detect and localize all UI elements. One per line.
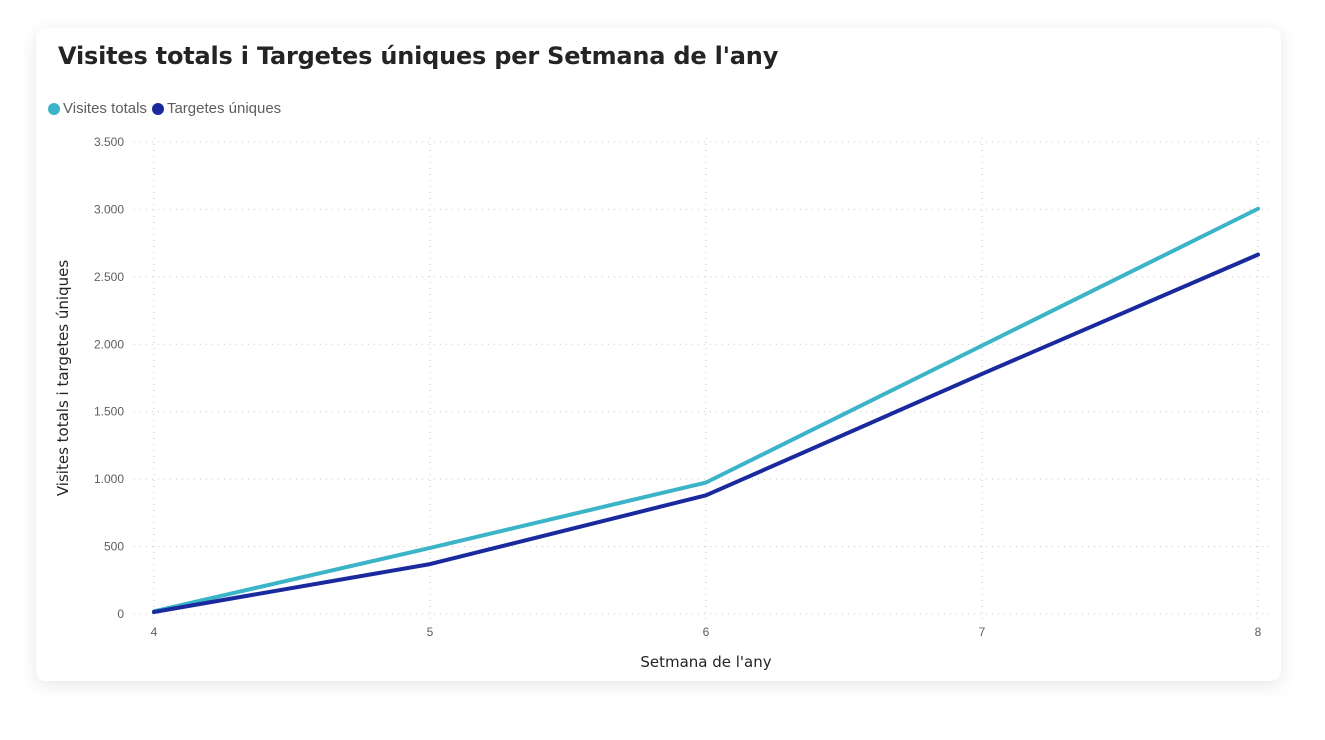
legend-dot-icon <box>48 102 60 115</box>
x-tick-label: 8 <box>1255 625 1262 639</box>
x-tick-label: 6 <box>703 625 710 639</box>
y-tick-label: 1.500 <box>94 405 124 419</box>
legend-label: Targetes úniques <box>166 100 282 117</box>
y-tick-label: 1.000 <box>94 472 124 486</box>
gridlines <box>134 138 1272 620</box>
legend-item-targetes[interactable]: Targetes úniques <box>151 100 282 117</box>
series-lines[interactable] <box>152 206 1260 614</box>
x-axis-ticks: 4 5 6 7 8 <box>151 625 1262 639</box>
y-tick-label: 3.000 <box>94 202 124 216</box>
series-line-visites-totals[interactable] <box>152 206 1260 614</box>
y-tick-label: 0 <box>117 607 124 621</box>
y-tick-label: 2.000 <box>94 337 124 351</box>
y-tick-label: 2.500 <box>94 270 124 284</box>
x-axis-title: Setmana de l'any <box>640 653 771 671</box>
legend-dot-icon <box>151 102 164 115</box>
y-axis-title: Visites totals i targetes úniques <box>54 260 72 496</box>
x-tick-label: 7 <box>979 625 986 639</box>
chart-card: Visites totals i Targetes úniques per Se… <box>36 28 1281 681</box>
x-tick-label: 5 <box>427 625 434 639</box>
y-axis-ticks: 0 500 1.000 1.500 2.000 2.500 3.000 3.500 <box>94 135 124 621</box>
legend: Visites totals Targetes úniques <box>48 100 286 117</box>
chart-title: Visites totals i Targetes úniques per Se… <box>58 42 779 70</box>
y-tick-label: 500 <box>104 540 124 554</box>
y-tick-label: 3.500 <box>94 135 124 149</box>
legend-label: Visites totals <box>63 100 147 117</box>
legend-item-visites[interactable]: Visites totals <box>48 100 147 117</box>
series-line-targetes-uniques[interactable] <box>152 252 1260 614</box>
x-tick-label: 4 <box>151 625 158 639</box>
